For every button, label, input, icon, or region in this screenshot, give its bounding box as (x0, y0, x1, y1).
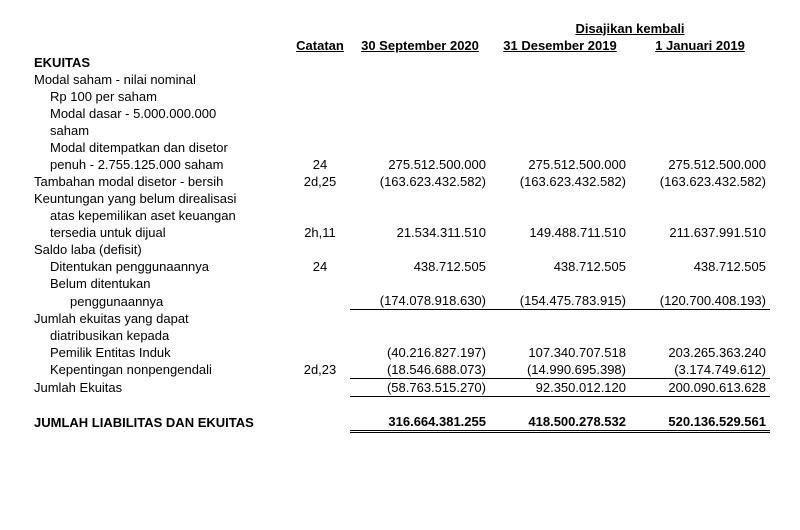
total-liab-equity-label: JUMLAH LIABILITAS DAN EKUITAS (30, 413, 290, 432)
apic-label: Tambahan modal disetor - bersih (30, 173, 290, 190)
appropriated-v3: 438.712.505 (630, 258, 770, 275)
gain-label-3: tersedia untuk dijual (30, 224, 290, 241)
share-capital-label: Modal saham - nilai nominal (30, 71, 290, 88)
appropriated-v2: 438.712.505 (490, 258, 630, 275)
header-note: Catatan (290, 37, 350, 54)
nci-v1: (18.546.688.073) (350, 361, 490, 379)
appropriated-label: Ditentukan penggunaannya (30, 258, 290, 275)
issued-v2: 275.512.500.000 (490, 156, 630, 173)
gain-v2: 149.488.711.510 (490, 224, 630, 241)
attributable-label-2: diatribusikan kepada (30, 327, 290, 344)
header-col3: 1 Januari 2019 (630, 37, 770, 54)
header-restated-row: Disajikan kembali (30, 20, 770, 37)
parent-v1: (40.216.827.197) (350, 344, 490, 361)
appropriated-v1: 438.712.505 (350, 258, 490, 275)
gain-v1: 21.534.311.510 (350, 224, 490, 241)
authorized-label-1: Modal dasar - 5.000.000.000 (30, 105, 290, 122)
gain-label-2: atas kepemilikan aset keuangan (30, 207, 290, 224)
total-liab-equity-v2: 418.500.278.532 (490, 413, 630, 432)
retained-earnings-label: Saldo laba (defisit) (30, 241, 290, 258)
total-equity-v2: 92.350.012.120 (490, 378, 630, 396)
attributable-label-1: Jumlah ekuitas yang dapat (30, 310, 290, 327)
parent-label: Pemilik Entitas Induk (30, 344, 290, 361)
par-value-label: Rp 100 per saham (30, 88, 290, 105)
parent-v2: 107.340.707.518 (490, 344, 630, 361)
unappropriated-v3: (120.700.408.193) (630, 292, 770, 310)
unappropriated-v2: (154.475.783.915) (490, 292, 630, 310)
authorized-label-2: saham (30, 122, 290, 139)
total-liab-equity-v3: 520.136.529.561 (630, 413, 770, 432)
total-equity-label: Jumlah Ekuitas (30, 378, 290, 396)
gain-label-1: Keuntungan yang belum direalisasi (30, 190, 290, 207)
apic-v2: (163.623.432.582) (490, 173, 630, 190)
issued-note: 24 (290, 156, 350, 173)
parent-v3: 203.265.363.240 (630, 344, 770, 361)
apic-note: 2d,25 (290, 173, 350, 190)
unappropriated-label-1: Belum ditentukan (30, 275, 290, 292)
issued-label-1: Modal ditempatkan dan disetor (30, 139, 290, 156)
total-equity-v3: 200.090.613.628 (630, 378, 770, 396)
issued-v1: 275.512.500.000 (350, 156, 490, 173)
header-restated: Disajikan kembali (490, 20, 770, 37)
gain-note: 2h,11 (290, 224, 350, 241)
appropriated-note: 24 (290, 258, 350, 275)
apic-v1: (163.623.432.582) (350, 173, 490, 190)
header-columns-row: Catatan 30 September 2020 31 Desember 20… (30, 37, 770, 54)
gain-v3: 211.637.991.510 (630, 224, 770, 241)
equity-title: EKUITAS (30, 54, 290, 71)
header-col1: 30 September 2020 (350, 37, 490, 54)
unappropriated-v1: (174.078.918.630) (350, 292, 490, 310)
nci-label: Kepentingan nonpengendali (30, 361, 290, 379)
total-equity-v1: (58.763.515.270) (350, 378, 490, 396)
nci-v2: (14.990.695.398) (490, 361, 630, 379)
financial-table: Disajikan kembali Catatan 30 September 2… (30, 20, 770, 433)
total-liab-equity-v1: 316.664.381.255 (350, 413, 490, 432)
nci-note: 2d,23 (290, 361, 350, 379)
unappropriated-label-2: penggunaannya (30, 292, 290, 310)
issued-label-2: penuh - 2.755.125.000 saham (30, 156, 290, 173)
nci-v3: (3.174.749.612) (630, 361, 770, 379)
header-col2: 31 Desember 2019 (490, 37, 630, 54)
issued-v3: 275.512.500.000 (630, 156, 770, 173)
apic-v3: (163.623.432.582) (630, 173, 770, 190)
